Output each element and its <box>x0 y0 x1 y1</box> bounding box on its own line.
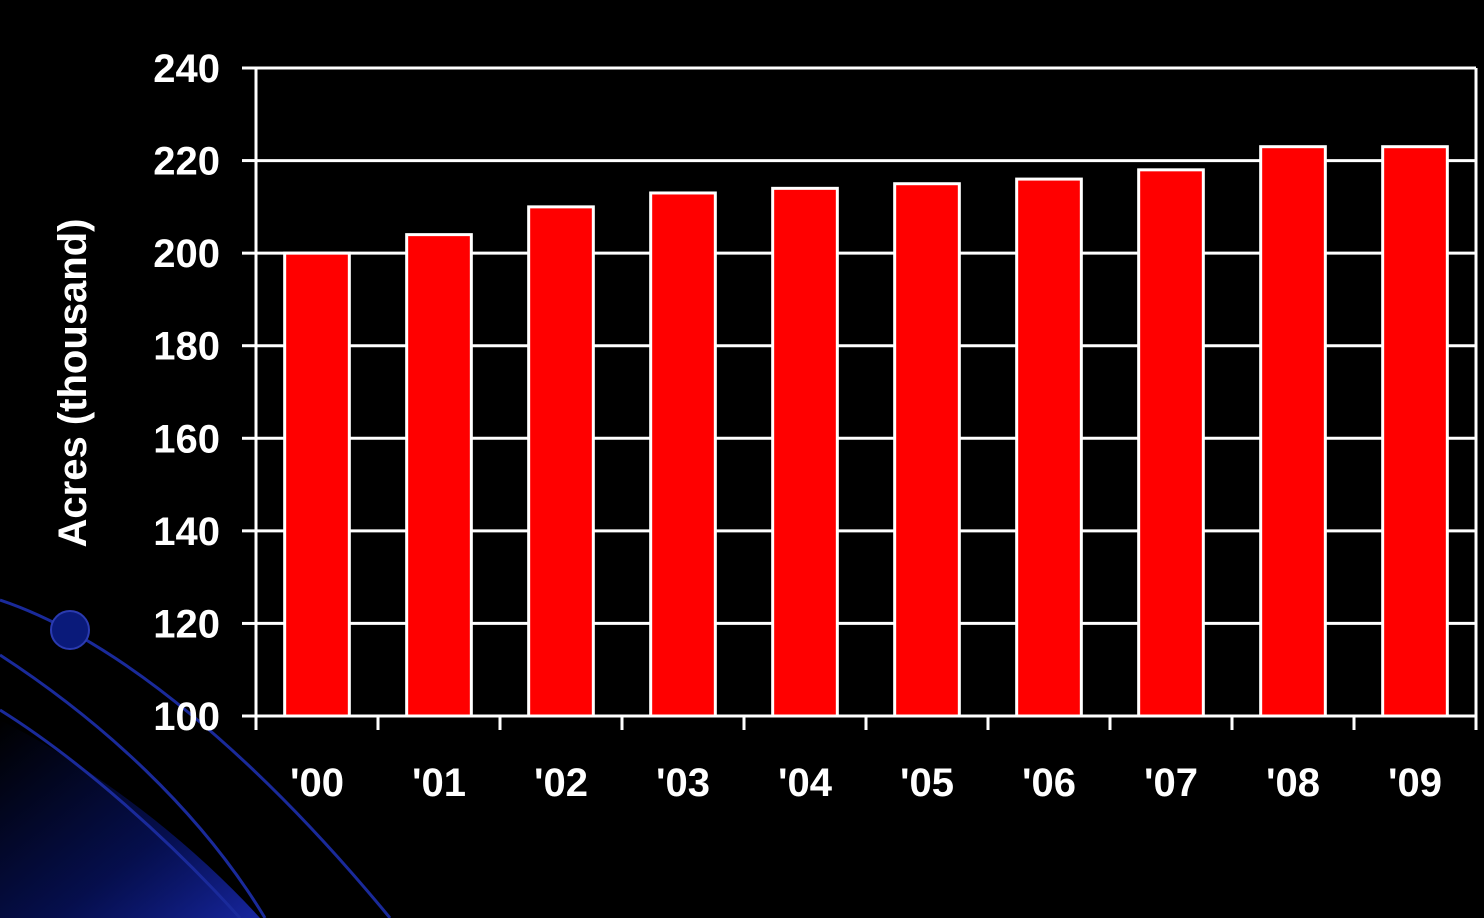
x-tick-label: '03 <box>656 761 710 805</box>
bar <box>1259 145 1327 718</box>
x-tick-label: '06 <box>1022 761 1076 805</box>
x-tick-label: '04 <box>778 761 833 805</box>
bar <box>649 191 717 718</box>
decoration-curve-3 <box>0 708 242 918</box>
decoration-curve-2 <box>0 653 267 918</box>
x-tick-label: '09 <box>1388 761 1442 805</box>
background-decoration <box>0 598 392 918</box>
y-tick-label: 140 <box>153 510 220 554</box>
bar <box>771 186 839 718</box>
y-tick-label: 160 <box>153 417 220 461</box>
x-tick-labels: '00 '01 '02 '03 '04 '05 '06 '07 '08 '09 <box>254 716 1478 805</box>
x-tick-label: '07 <box>1144 761 1198 805</box>
y-axis-title: Acres (thousand) <box>51 219 95 548</box>
y-tick-label: 180 <box>153 325 220 369</box>
bullet-dot-icon <box>50 610 90 650</box>
bar <box>405 233 473 718</box>
x-tick-label: '00 <box>290 761 344 805</box>
decoration-glow <box>0 720 260 918</box>
bar <box>283 251 351 718</box>
bar <box>527 205 595 718</box>
x-tick-label: '02 <box>534 761 588 805</box>
y-tick-label: 200 <box>153 232 220 276</box>
x-tick-label: '08 <box>1266 761 1320 805</box>
decoration-curve-1 <box>0 598 392 918</box>
x-tick-label: '05 <box>900 761 954 805</box>
y-tick-label: 240 <box>153 47 220 91</box>
x-tick-label: '01 <box>412 761 466 805</box>
bar <box>1137 168 1205 718</box>
bar <box>1015 177 1083 718</box>
bar <box>1381 145 1449 718</box>
bars <box>283 145 1449 718</box>
bar <box>893 182 961 718</box>
y-tick-label: 120 <box>153 602 220 646</box>
y-tick-label: 100 <box>153 695 220 739</box>
y-tick-label: 220 <box>153 140 220 184</box>
y-tick-labels: 100 120 140 160 180 200 220 240 <box>153 47 256 739</box>
